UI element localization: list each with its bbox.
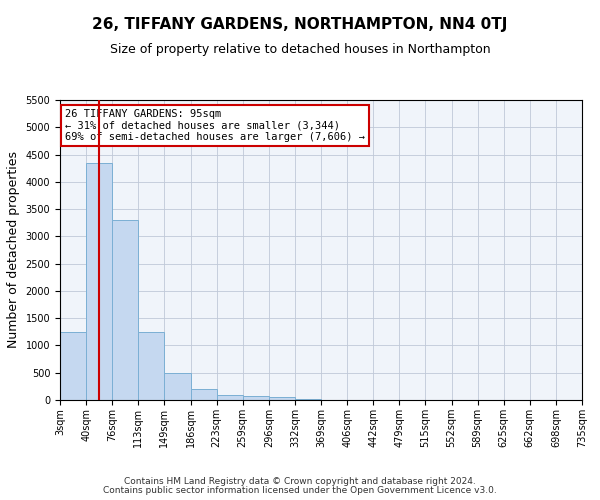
Bar [243,396,269,400]
Bar [60,332,86,400]
Text: Size of property relative to detached houses in Northampton: Size of property relative to detached ho… [110,42,490,56]
Bar [139,332,164,400]
Bar [112,220,139,400]
Bar [86,162,112,400]
Text: Contains public sector information licensed under the Open Government Licence v3: Contains public sector information licen… [103,486,497,495]
Text: 26, TIFFANY GARDENS, NORTHAMPTON, NN4 0TJ: 26, TIFFANY GARDENS, NORTHAMPTON, NN4 0T… [92,18,508,32]
Bar [164,372,191,400]
Bar [269,398,295,400]
Bar [295,399,321,400]
Text: Contains HM Land Registry data © Crown copyright and database right 2024.: Contains HM Land Registry data © Crown c… [124,477,476,486]
Bar [191,389,217,400]
Y-axis label: Number of detached properties: Number of detached properties [7,152,20,348]
Text: 26 TIFFANY GARDENS: 95sqm
← 31% of detached houses are smaller (3,344)
69% of se: 26 TIFFANY GARDENS: 95sqm ← 31% of detac… [65,109,365,142]
Bar [217,394,243,400]
